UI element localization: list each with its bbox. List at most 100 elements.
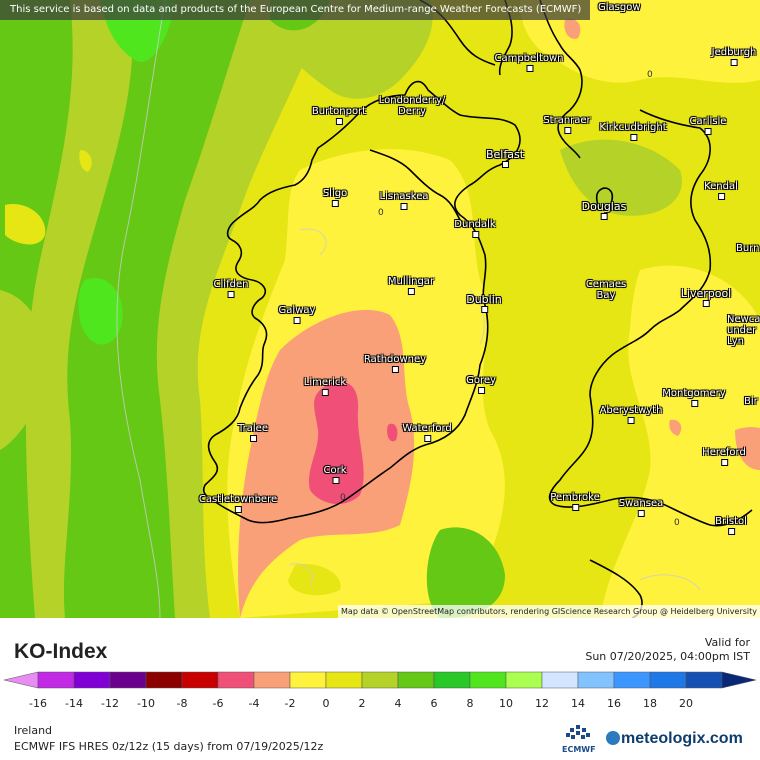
scale-tick-label: 4 xyxy=(394,697,402,710)
scale-swatch xyxy=(541,671,579,689)
city-hereford[interactable]: Hereford xyxy=(702,447,746,466)
ecmwf-logo-icon xyxy=(566,725,590,739)
scale-tick-label: 10 xyxy=(499,697,513,710)
city-marker xyxy=(391,366,399,373)
city-newcastle-under-lyme[interactable]: Newca under Lyn xyxy=(727,314,760,347)
scale-arrow-high xyxy=(721,671,757,689)
city-label: Burtonport xyxy=(311,106,367,117)
scale-arrow-low xyxy=(3,671,39,689)
city-label: Hereford xyxy=(702,447,746,458)
city-marker xyxy=(331,477,339,484)
scale-tick-label: -14 xyxy=(65,697,83,710)
city-lisnaskea[interactable]: Lisnaskea xyxy=(379,191,429,210)
scale-swatch xyxy=(577,671,615,689)
city-label: Mullingar xyxy=(387,276,435,287)
city-kirkcudbright[interactable]: Kirkcudbright xyxy=(599,122,667,141)
city-marker xyxy=(637,510,645,517)
city-burnley[interactable]: Burn xyxy=(736,243,759,254)
city-montgomery[interactable]: Montgomery xyxy=(662,388,726,407)
city-marker xyxy=(627,417,635,424)
city-belfast[interactable]: Belfast xyxy=(485,148,525,168)
city-aberystwyth[interactable]: Aberystwyth xyxy=(600,405,662,424)
city-label: Carlisle xyxy=(689,116,727,127)
city-cork[interactable]: Cork xyxy=(323,465,347,484)
city-label: Swansea xyxy=(618,498,664,509)
map-attribution[interactable]: Map data © OpenStreetMap contributors, r… xyxy=(338,605,760,618)
scale-tick-label: 14 xyxy=(571,697,585,710)
city-label: Limerick xyxy=(303,377,347,388)
scale-tick-label: -8 xyxy=(176,697,188,710)
city-tralee[interactable]: Tralee xyxy=(238,423,268,442)
city-label: Tralee xyxy=(238,423,268,434)
city-label: Jedburgh xyxy=(711,47,757,58)
city-marker xyxy=(525,65,533,72)
scale-tick-label: 0 xyxy=(322,697,330,710)
city-marker xyxy=(629,134,637,141)
city-galway[interactable]: Galway xyxy=(279,305,315,324)
scale-swatch xyxy=(37,671,75,689)
city-waterford[interactable]: Waterford xyxy=(402,423,452,442)
scale-tick-label: -10 xyxy=(137,697,155,710)
city-clifden[interactable]: Clifden xyxy=(214,279,248,298)
city-carlisle[interactable]: Carlisle xyxy=(689,116,727,135)
city-marker xyxy=(423,435,431,442)
city-sligo[interactable]: Sligo xyxy=(322,188,348,207)
valid-label: Valid for xyxy=(704,636,750,649)
city-londonderry[interactable]: Londonderry/ Derry xyxy=(379,95,446,117)
city-swansea[interactable]: Swansea xyxy=(618,498,664,517)
city-glasgow[interactable]: Glasgow xyxy=(598,2,641,13)
city-label: Stranraer xyxy=(543,115,591,126)
isoline-label: 0 xyxy=(378,208,384,218)
city-label: Belfast xyxy=(485,148,525,161)
scale-swatch xyxy=(433,671,471,689)
city-douglas[interactable]: Douglas xyxy=(582,201,626,220)
city-liverpool[interactable]: Liverpool xyxy=(681,288,731,307)
city-marker xyxy=(471,231,479,238)
valid-time: Sun 07/20/2025, 04:00pm IST xyxy=(585,650,750,663)
city-label: Newca under Lyn xyxy=(727,314,760,347)
city-label: Kirkcudbright xyxy=(599,122,667,133)
city-campbeltown[interactable]: Campbeltown xyxy=(494,53,564,72)
city-kendal[interactable]: Kendal xyxy=(704,181,738,200)
city-marker xyxy=(730,59,738,66)
city-gorey[interactable]: Gorey xyxy=(466,375,496,394)
city-stranraer[interactable]: Stranraer xyxy=(543,115,591,134)
city-dublin[interactable]: Dublin xyxy=(466,294,502,313)
city-label: Sligo xyxy=(322,188,348,199)
city-bristol[interactable]: Bristol xyxy=(715,516,747,535)
scale-tick-label: -16 xyxy=(29,697,47,710)
city-birmingham[interactable]: Bir xyxy=(744,396,758,407)
city-mullingar[interactable]: Mullingar xyxy=(387,276,435,295)
city-pembroke[interactable]: Pembroke xyxy=(550,492,600,511)
scale-tick-label: 18 xyxy=(643,697,657,710)
legend-panel xyxy=(0,618,760,760)
city-burtonport[interactable]: Burtonport xyxy=(311,106,367,125)
scale-swatch xyxy=(181,671,219,689)
city-label: Lisnaskea xyxy=(379,191,429,202)
city-marker xyxy=(478,387,485,394)
city-limerick[interactable]: Limerick xyxy=(303,377,347,396)
scale-swatch xyxy=(253,671,291,689)
city-label: Burn xyxy=(736,243,760,254)
city-cemaes-bay[interactable]: Cemaes Bay xyxy=(586,279,626,301)
scale-swatch xyxy=(505,671,543,689)
city-rathdowney[interactable]: Rathdowney xyxy=(364,354,426,373)
city-marker xyxy=(704,128,712,135)
scale-tick-label: -6 xyxy=(212,697,224,710)
city-label: Bir xyxy=(744,396,758,407)
city-jedburgh[interactable]: Jedburgh xyxy=(711,47,757,66)
scale-tick-label: 12 xyxy=(535,697,549,710)
city-marker xyxy=(702,300,710,307)
city-marker xyxy=(250,435,257,442)
city-marker xyxy=(228,291,235,298)
weather-map[interactable]: This service is based on data and produc… xyxy=(0,0,760,618)
city-dundalk[interactable]: Dundalk xyxy=(454,219,496,238)
scale-tick-label: 6 xyxy=(430,697,438,710)
city-marker xyxy=(332,200,339,207)
meteologix-logo[interactable]: meteologix.com xyxy=(606,730,743,748)
city-marker xyxy=(321,389,329,396)
scale-tick-label: 16 xyxy=(607,697,621,710)
city-castletownbere[interactable]: Castletownbere xyxy=(199,494,277,513)
scale-swatch xyxy=(649,671,687,689)
scale-swatch xyxy=(469,671,507,689)
